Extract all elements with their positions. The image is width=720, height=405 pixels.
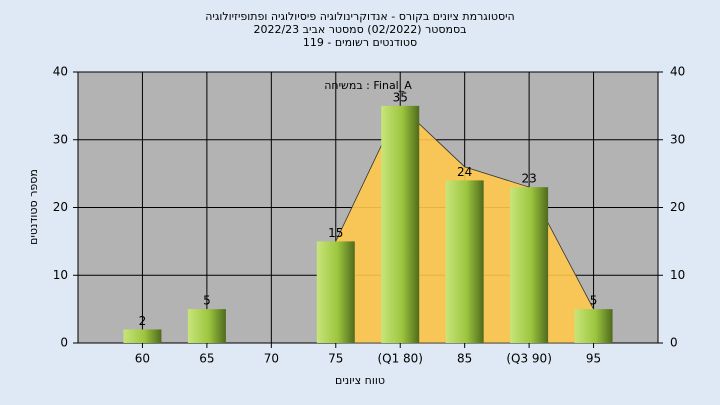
x-tick-label: 60 <box>135 352 150 366</box>
data-label: 15 <box>328 226 343 240</box>
title-line: סטודנטים רשומים - 119 <box>303 36 417 49</box>
x-tick-label: (Q3 90) <box>506 352 552 366</box>
data-label: 5 <box>203 294 211 308</box>
y2-tick-label: 30 <box>670 132 685 146</box>
y2-tick-label: 40 <box>670 65 685 79</box>
title-line: היסטוגרמת ציונים בקורס - אנדוקרינולוגיה … <box>205 10 515 23</box>
bar <box>574 309 613 343</box>
y-tick-label: 0 <box>60 336 68 350</box>
x-tick-label: 85 <box>457 352 472 366</box>
bar <box>316 241 355 343</box>
data-label: 35 <box>393 90 408 104</box>
bar <box>445 180 484 343</box>
x-tick-label: 70 <box>264 352 279 366</box>
x-tick-label: 95 <box>586 352 601 366</box>
title-line: בסמסטר (02/2022) סמסטר אביב 2022/23 <box>253 23 466 36</box>
bar <box>187 309 226 343</box>
bar <box>510 187 549 343</box>
y2-tick-label: 20 <box>670 200 685 214</box>
data-label: 24 <box>457 165 472 179</box>
y-tick-label: 20 <box>53 200 68 214</box>
y-tick-label: 10 <box>53 268 68 282</box>
y2-tick-label: 10 <box>670 268 685 282</box>
y2-tick-label: 0 <box>670 336 678 350</box>
y-tick-label: 30 <box>53 132 68 146</box>
data-label: 2 <box>139 314 147 328</box>
y-axis-label: מספר סטודנטים <box>27 169 40 245</box>
annotation: במשיחה : Final_A <box>324 79 412 92</box>
x-axis-label: טווח ציונים <box>335 374 385 387</box>
bar <box>381 105 420 343</box>
data-label: 23 <box>521 172 536 186</box>
bar <box>123 329 162 343</box>
x-tick-label: (Q1 80) <box>377 352 423 366</box>
data-label: 5 <box>590 294 598 308</box>
y-tick-label: 40 <box>53 65 68 79</box>
x-tick-label: 75 <box>328 352 343 366</box>
x-tick-label: 65 <box>199 352 214 366</box>
